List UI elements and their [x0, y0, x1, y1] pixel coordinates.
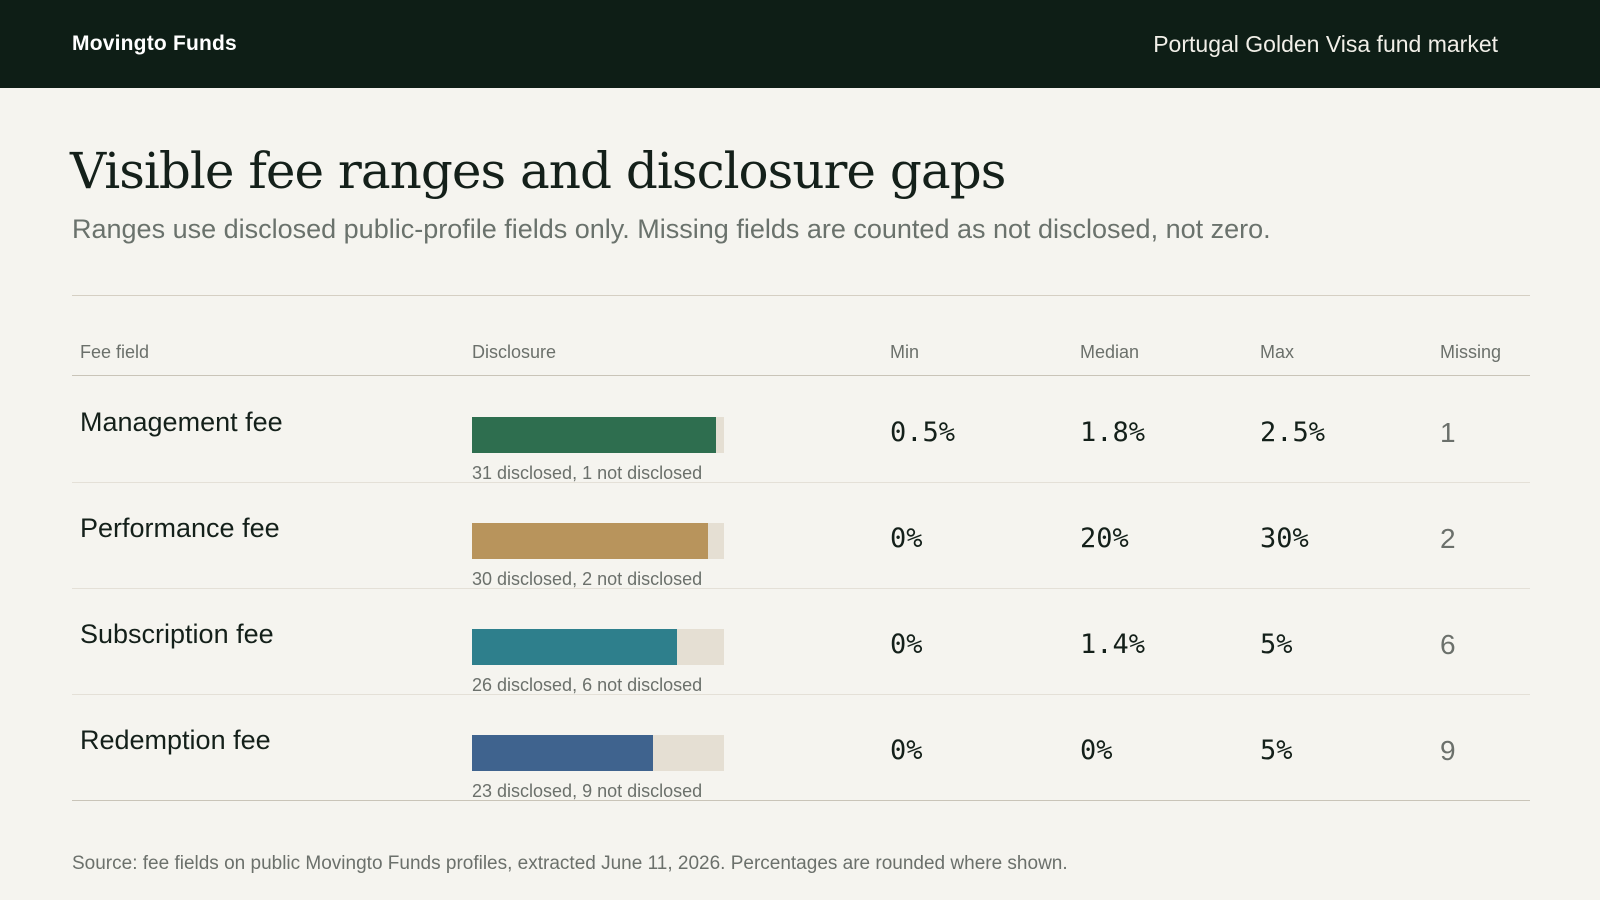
header-median: Median [1080, 342, 1140, 362]
table-row: Performance fee 30 disclosed, 2 not disc… [72, 483, 1530, 589]
header-disclosure: Disclosure [472, 342, 557, 362]
brand-logo[interactable]: Movingto Funds [72, 32, 237, 55]
disclosure-bar-fill [472, 629, 677, 665]
disclosure-bar-fill [472, 523, 709, 559]
missing-count: 2 [1440, 523, 1456, 554]
page-subtitle: Ranges use disclosed public-profile fiel… [72, 214, 1271, 244]
header-fee-field: Fee field [80, 342, 150, 362]
disclosure-bar [472, 417, 724, 453]
fee-field-name: Performance fee [80, 513, 280, 543]
fee-max: 30% [1260, 523, 1309, 554]
missing-count: 9 [1440, 735, 1456, 766]
disclosure-bar [472, 523, 724, 559]
fee-max: 5% [1260, 735, 1293, 766]
table-row: Subscription fee 26 disclosed, 6 not dis… [72, 589, 1530, 695]
disclosure-caption: 30 disclosed, 2 not disclosed [472, 569, 703, 589]
disclosure-bar [472, 629, 724, 665]
disclosure-bar [472, 735, 724, 771]
disclosure-caption: 26 disclosed, 6 not disclosed [472, 675, 703, 695]
fee-min: 0% [890, 735, 923, 766]
fee-median: 1.8% [1080, 417, 1146, 448]
fee-median: 1.4% [1080, 629, 1146, 660]
fee-min: 0% [890, 523, 923, 554]
top-bar: Movingto Funds Portugal Golden Visa fund… [0, 0, 1600, 88]
header-max: Max [1260, 342, 1295, 362]
fee-field-name: Subscription fee [80, 619, 274, 649]
fee-field-name: Redemption fee [80, 725, 271, 755]
disclosure-bar-fill [472, 417, 717, 453]
header-missing: Missing [1440, 342, 1502, 362]
missing-count: 6 [1440, 629, 1456, 660]
page-title: Visible fee ranges and disclosure gaps [70, 142, 1006, 200]
fee-max: 2.5% [1260, 417, 1326, 448]
disclosure-caption: 31 disclosed, 1 not disclosed [472, 463, 703, 483]
fee-median: 20% [1080, 523, 1129, 554]
fee-field-name: Management fee [80, 407, 283, 437]
table-header: Fee field Disclosure Min Median Max Miss… [72, 340, 1530, 376]
disclosure-caption: 23 disclosed, 9 not disclosed [472, 781, 703, 801]
table-row: Redemption fee 23 disclosed, 9 not discl… [72, 695, 1530, 801]
market-label: Portugal Golden Visa fund market [1153, 30, 1498, 57]
fee-min: 0% [890, 629, 923, 660]
header-min: Min [890, 342, 920, 362]
table-row: Management fee 31 disclosed, 1 not discl… [72, 377, 1530, 483]
divider [72, 295, 1530, 296]
source-note: Source: fee fields on public Movingto Fu… [72, 853, 1068, 874]
fee-median: 0% [1080, 735, 1113, 766]
disclosure-bar-fill [472, 735, 654, 771]
missing-count: 1 [1440, 417, 1456, 448]
fee-max: 5% [1260, 629, 1293, 660]
fee-min: 0.5% [890, 417, 956, 448]
